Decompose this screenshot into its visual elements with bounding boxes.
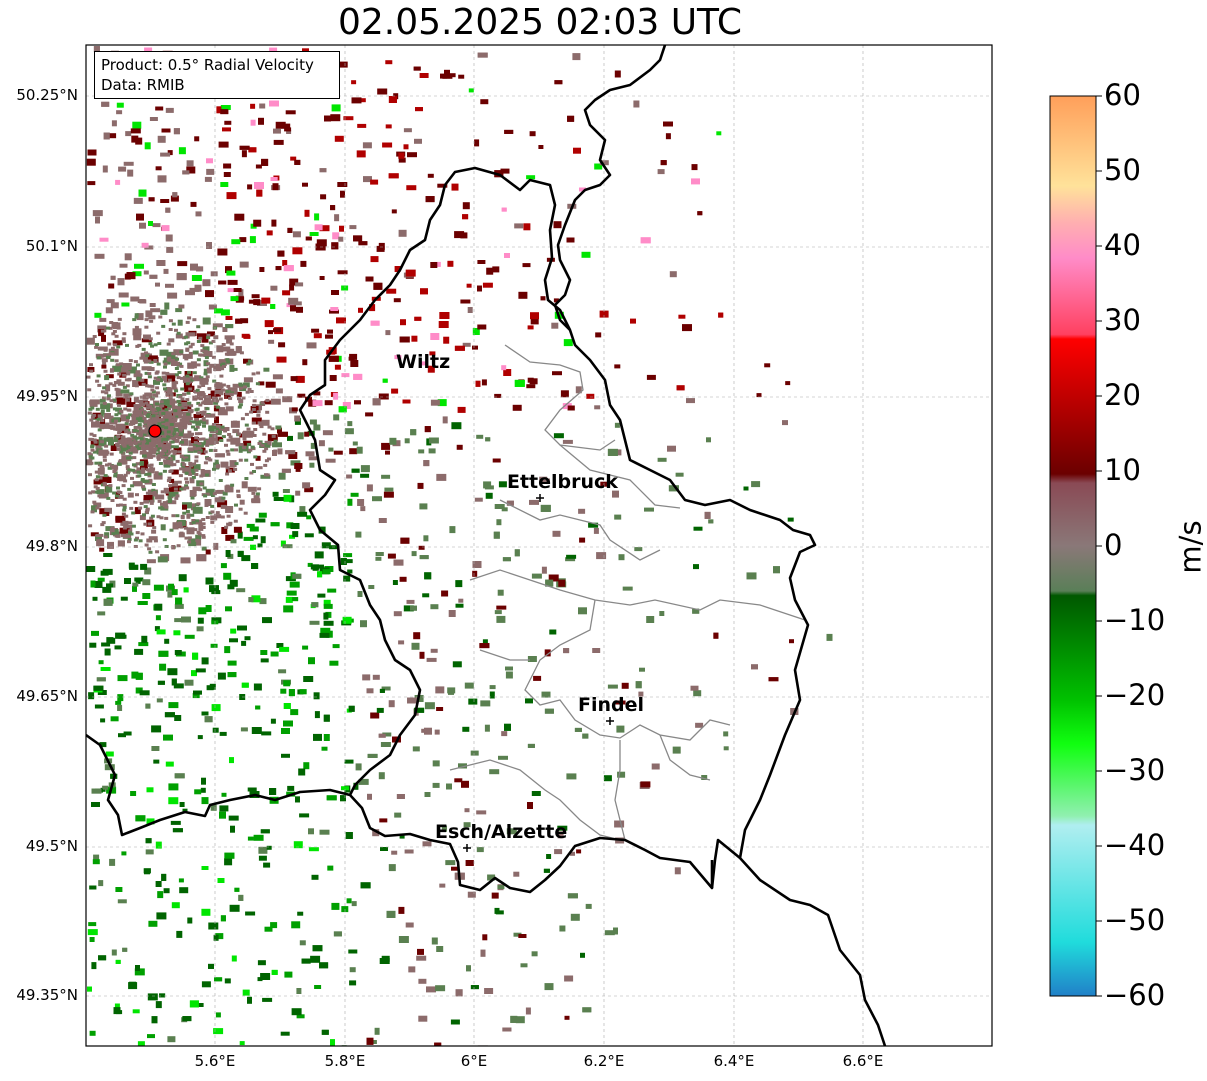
radar-site-marker xyxy=(148,424,162,438)
lon-tick-label: 5.6°E xyxy=(194,1052,236,1070)
city-marker-ettelbruck: Ettelbruck xyxy=(507,471,618,502)
canton-boundaries xyxy=(449,344,806,841)
city-label-wiltz: Wiltz xyxy=(396,351,450,373)
colorbar-tick-label: −10 xyxy=(1104,603,1166,637)
lon-tick-label: 6.4°E xyxy=(713,1052,755,1070)
lat-tick-label: 49.65°N xyxy=(16,687,78,705)
grid-lines xyxy=(86,45,992,1046)
colorbar-tick-label: −30 xyxy=(1104,753,1166,787)
country-borders xyxy=(86,45,887,1046)
lon-tick-label: 6.2°E xyxy=(583,1052,625,1070)
colorbar-unit-label: m/s xyxy=(1173,520,1207,574)
city-label-findel: Findel xyxy=(578,694,644,716)
colorbar-tick-label: 60 xyxy=(1104,78,1141,112)
radar-echoes xyxy=(86,46,833,1046)
city-label-ettelbruck: Ettelbruck xyxy=(507,471,618,493)
city-markers: Wiltz Ettelbruck Findel Esch/Alzette xyxy=(396,351,644,852)
lon-tick-label: 5.8°E xyxy=(324,1052,366,1070)
lat-tick-label: 49.5°N xyxy=(25,837,78,855)
colorbar-tick-label: −20 xyxy=(1104,678,1166,712)
colorbar-tick-label: −40 xyxy=(1104,828,1166,862)
lat-tick-label: 50.25°N xyxy=(16,86,78,104)
city-label-esch-alzette: Esch/Alzette xyxy=(435,821,567,843)
city-marker-findel: Findel xyxy=(578,694,644,725)
lat-tick-label: 49.8°N xyxy=(25,537,78,555)
colorbar-tick-label: −50 xyxy=(1104,903,1166,937)
colorbar-tick-label: 0 xyxy=(1104,528,1123,562)
product-label: Product: 0.5° Radial Velocity xyxy=(101,56,314,74)
data-source-label: Data: RMIB xyxy=(101,76,185,94)
product-info-box: Product: 0.5° Radial Velocity Data: RMIB xyxy=(94,51,340,99)
map-title: 02.05.2025 02:03 UTC xyxy=(337,2,743,43)
colorbar xyxy=(1049,95,1097,997)
lat-tick-label: 49.35°N xyxy=(16,986,78,1004)
lon-tick-label: 6°E xyxy=(460,1052,488,1070)
city-marker-esch-alzette: Esch/Alzette xyxy=(435,821,567,852)
map-frame xyxy=(85,44,993,1047)
city-marker-wiltz: Wiltz xyxy=(396,351,450,373)
colorbar-tick-label: 40 xyxy=(1104,228,1141,262)
colorbar-tick-label: 50 xyxy=(1104,153,1141,187)
colorbar-tick-label: −60 xyxy=(1104,978,1166,1012)
lat-tick-label: 50.1°N xyxy=(25,237,78,255)
colorbar-tick-label: 10 xyxy=(1104,453,1141,487)
colorbar-tick-label: 30 xyxy=(1104,303,1141,337)
colorbar-tick-label: 20 xyxy=(1104,378,1141,412)
lat-tick-label: 49.95°N xyxy=(16,387,78,405)
colorbar-ticks xyxy=(1096,95,1102,997)
lon-tick-label: 6.6°E xyxy=(842,1052,884,1070)
